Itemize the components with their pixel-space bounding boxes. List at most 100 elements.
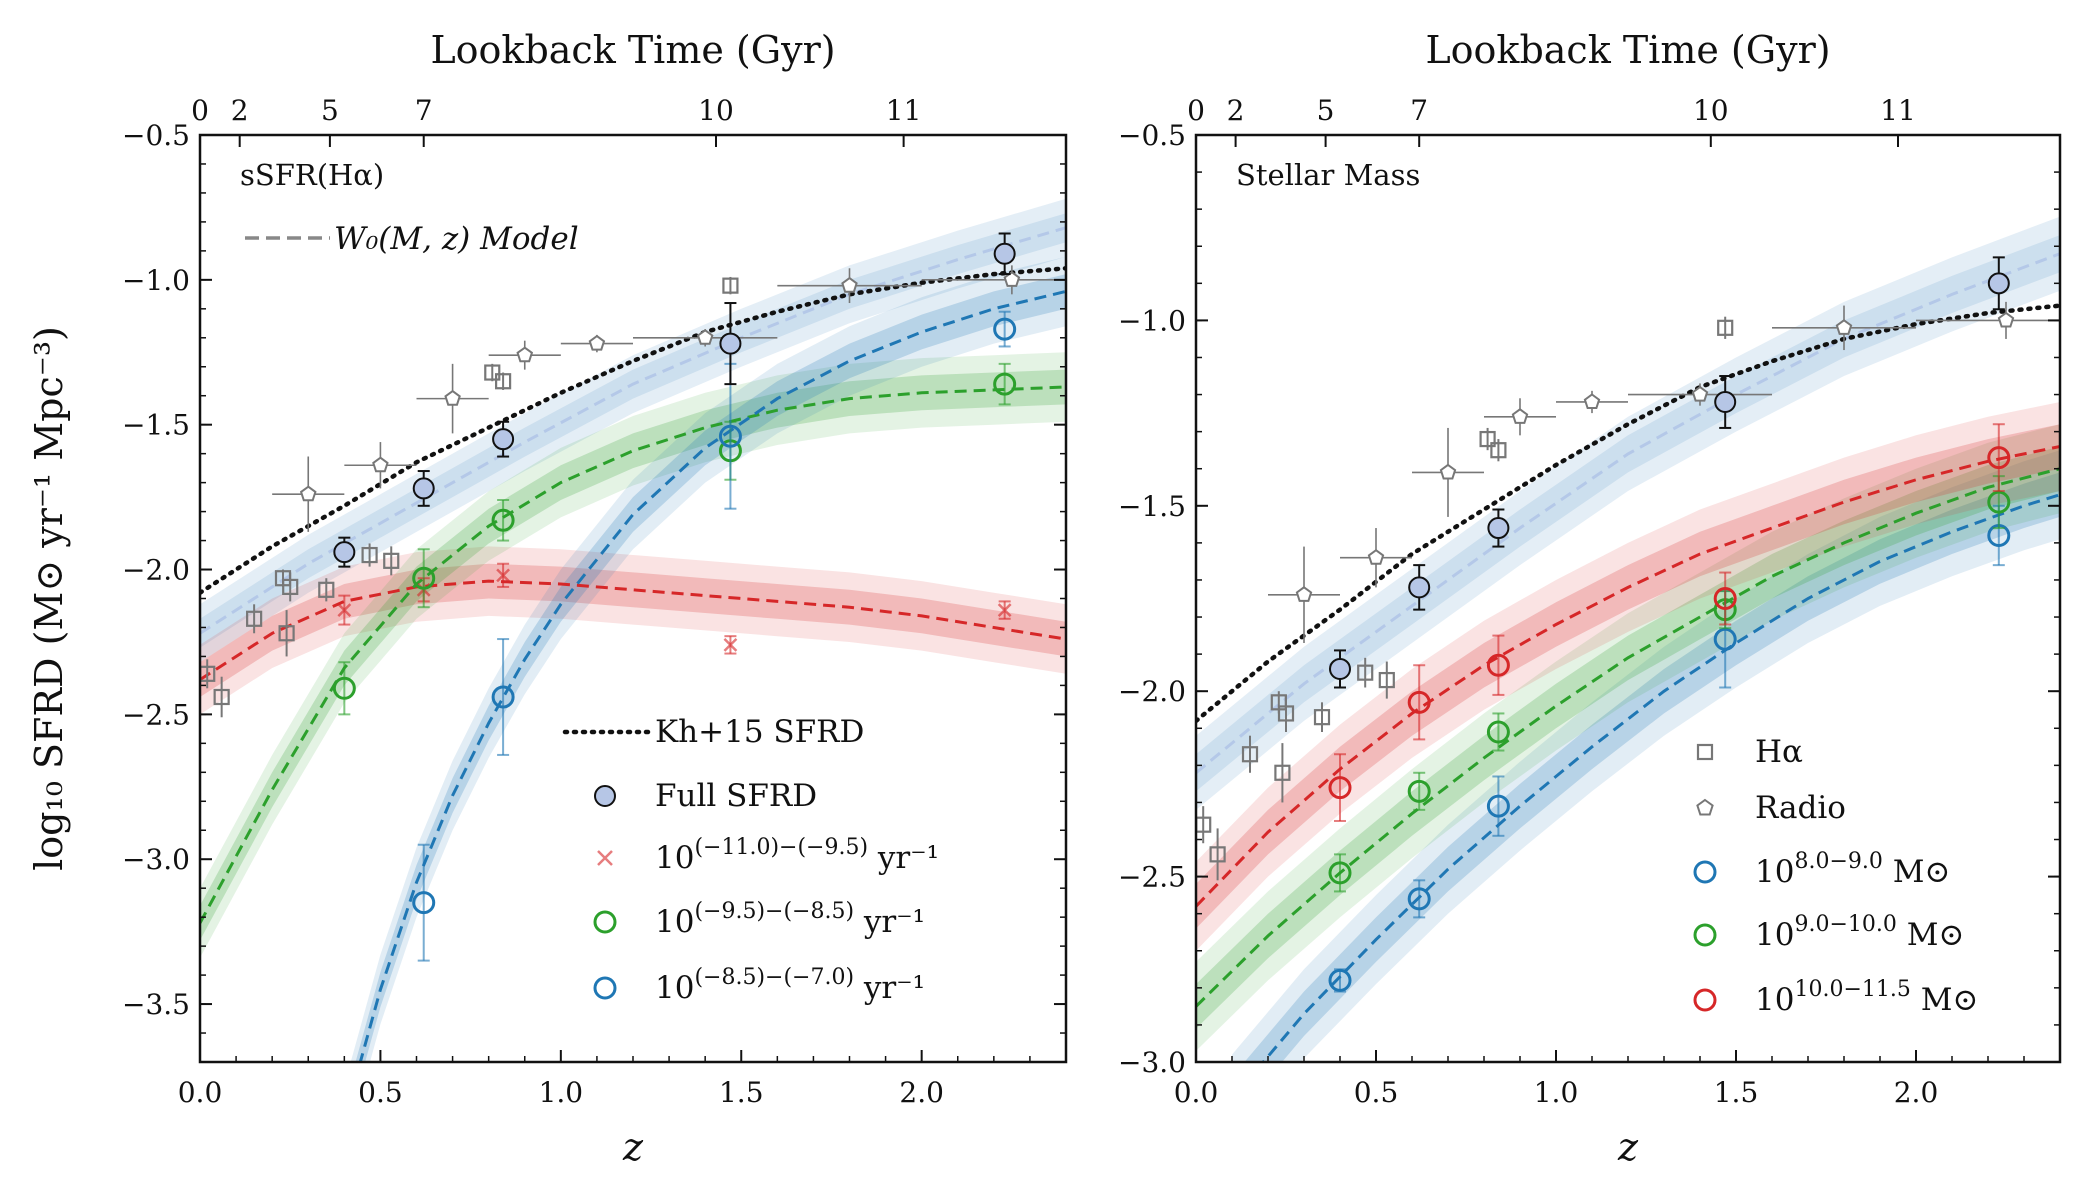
x-axis-title: z: [1617, 1125, 1639, 1169]
kh15-sfrd-curve: [1196, 303, 2060, 724]
series-0-model-curve: [1261, 493, 2060, 1062]
halpha-point: [495, 373, 512, 390]
halpha-point: [1209, 846, 1226, 863]
legend-radio-label: Radio: [1755, 790, 1846, 826]
series-0-point: [496, 568, 510, 583]
halpha-point: [1313, 709, 1331, 726]
series-0-point: [337, 603, 352, 617]
legend-exponent: 9.0−10.0: [1794, 912, 1896, 937]
series-2-band-inner: [355, 274, 1066, 1062]
series-2-point: [1407, 690, 1431, 714]
radio-point: [1583, 393, 1601, 409]
legend-series-1-label: 109.0−10.0 M⊙: [1755, 912, 1964, 953]
series-1-point: [1987, 490, 2011, 514]
radio-point: [1835, 319, 1853, 335]
legend-series-1-swatch: [1693, 923, 1717, 947]
x-tick-label: 2.0: [899, 1076, 944, 1109]
halpha-point: [1490, 442, 1507, 459]
series-0-point: [997, 603, 1012, 617]
full-sfrd-point: [1329, 657, 1351, 680]
legend-base: 10: [655, 970, 694, 1006]
top-tick-label: 7: [415, 94, 433, 127]
full-sfrd-point: [412, 477, 435, 500]
y-tick-label: −3.0: [1118, 1046, 1186, 1079]
full-model-curve: [200, 226, 1066, 635]
y-tick-label: −1.0: [122, 264, 190, 297]
full-sfrd-point: [1987, 272, 2010, 295]
radio-point: [1295, 586, 1313, 602]
halpha-point: [383, 552, 400, 569]
legend-model-label: W₀(M, z) Model: [334, 221, 579, 257]
radio-point: [299, 485, 317, 502]
full-model-band-outer: [1196, 216, 2060, 810]
top-tick-label: 2: [1227, 94, 1245, 127]
top-axis-title: Lookback Time (Gyr): [430, 28, 835, 72]
x-axis-title: z: [622, 1125, 644, 1169]
legend-kh15-label: Kh+15 SFRD: [655, 714, 864, 750]
radio-point: [696, 329, 714, 345]
full-model-band-outer: [200, 198, 1066, 663]
series-2-band-outer: [1196, 402, 2060, 951]
halpha-point: [722, 277, 739, 294]
legend-full-sfrd-label: Full SFRD: [655, 778, 817, 814]
legend-radio-swatch: [1696, 798, 1714, 816]
series-1-point: [332, 676, 356, 700]
series-1-band-inner: [1196, 446, 2060, 1029]
top-tick-label: 0: [1187, 94, 1205, 127]
series-0-point: [1328, 968, 1352, 992]
radio-point: [1511, 408, 1529, 424]
x-tick-label: 1.0: [539, 1076, 584, 1109]
y-tick-label: −2.5: [122, 698, 190, 731]
series-2-point: [1486, 653, 1510, 677]
halpha-point: [484, 364, 501, 381]
plot-area: [1196, 216, 2060, 1062]
legend-base: 10: [1755, 917, 1794, 953]
legend-exponent: 10.0−11.5: [1794, 977, 1910, 1002]
halpha-point: [1241, 746, 1259, 763]
radio-point: [588, 334, 606, 351]
top-tick-label: 11: [1880, 94, 1916, 127]
legend-series-0-swatch: [1693, 860, 1717, 884]
series-0-point: [1486, 794, 1510, 818]
legend-base: 10: [655, 904, 694, 940]
y-axis-title: log₁₀ SFRD (M⊙ yr⁻¹ Mpc⁻³): [27, 326, 71, 871]
series-2-band-outer: [350, 256, 1066, 1062]
top-tick-label: 0: [191, 94, 209, 127]
series-2-point: [491, 685, 515, 709]
legend-series-2-swatch: [1693, 988, 1717, 1012]
series-2-point: [412, 891, 436, 915]
full-model-curve: [1196, 252, 2060, 774]
legend-series-1-swatch: [593, 910, 617, 934]
x-tick-label: 0.0: [178, 1076, 223, 1109]
full-sfrd-point: [1714, 390, 1737, 413]
top-tick-label: 5: [1317, 94, 1335, 127]
panel-label: Stellar Mass: [1236, 158, 1420, 192]
y-tick-label: −0.5: [122, 119, 190, 152]
kh15-sfrd-curve: [200, 266, 1066, 595]
halpha-point: [213, 688, 230, 706]
legend-series-2-label: 10(−8.5)−(−7.0) yr⁻¹: [655, 965, 925, 1006]
full-sfrd-point: [333, 541, 356, 564]
legend-series-0-label: 10(−11.0)−(−9.5) yr⁻¹: [655, 835, 939, 876]
top-tick-label: 2: [231, 94, 249, 127]
halpha-point: [1479, 430, 1496, 448]
legend-tail: yr⁻¹: [868, 840, 939, 876]
series-1-band-outer: [200, 352, 1066, 958]
series-0-band-inner: [200, 563, 1066, 697]
halpha-point: [318, 581, 335, 598]
halpha-point: [1378, 671, 1395, 689]
top-tick-label: 10: [1693, 94, 1729, 127]
halpha-point: [246, 610, 263, 627]
series-0-band-outer: [1232, 450, 2060, 1062]
top-tick-label: 11: [886, 94, 922, 127]
x-tick-label: 2.0: [1894, 1076, 1939, 1109]
series-2-point: [1987, 446, 2011, 470]
legend-series-1-label: 10(−9.5)−(−8.5) yr⁻¹: [655, 899, 925, 940]
series-2-model-curve: [358, 289, 1066, 1062]
full-sfrd-point: [719, 332, 742, 355]
series-0-point: [1713, 627, 1737, 651]
legend-tail: M⊙: [1897, 917, 1965, 953]
full-sfrd-point: [993, 242, 1016, 265]
full-sfrd-point: [1408, 576, 1431, 599]
panel-right-stellar-mass: 0.0 0.5 1.0 1.5 2.0 −3.0 −2.5 −2.0 −1.5 −1.0 −0.50…: [1118, 28, 2062, 1169]
